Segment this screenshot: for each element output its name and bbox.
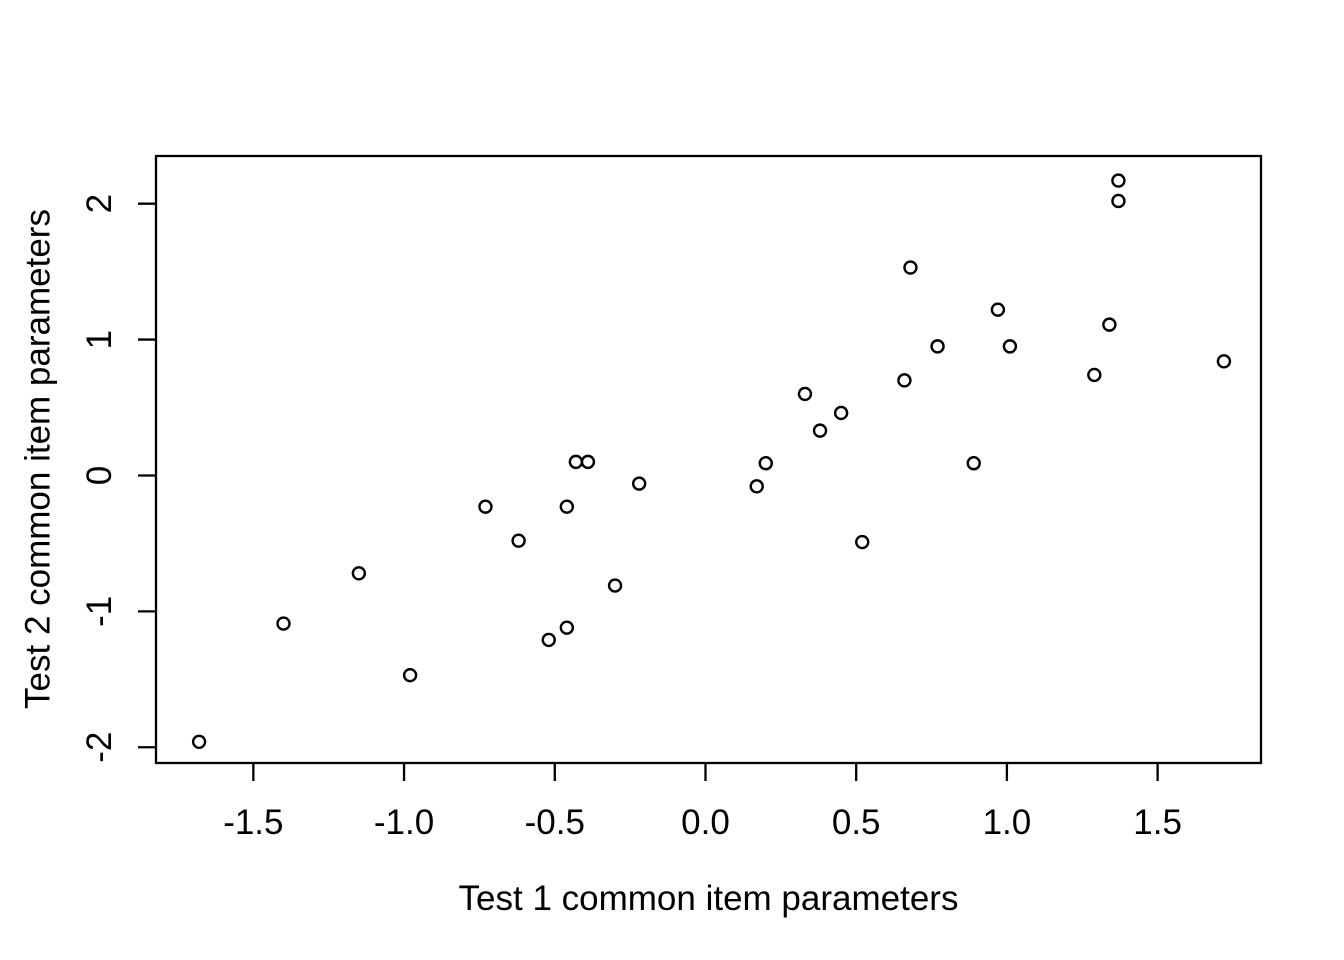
data-point — [191, 734, 207, 750]
data-point — [930, 339, 945, 354]
y-axis-tick-label: 1 — [80, 330, 119, 349]
data-point — [966, 456, 981, 471]
data-point — [559, 620, 575, 635]
data-point — [511, 533, 526, 548]
y-axis-tick-label: -1 — [80, 596, 119, 627]
y-axis-tick-label: 0 — [80, 466, 119, 485]
data-point — [903, 260, 918, 275]
data-point — [897, 373, 912, 388]
data-point — [1111, 173, 1126, 188]
data-point — [990, 302, 1006, 317]
data-point — [797, 386, 813, 402]
data-point — [758, 456, 773, 471]
data-point — [559, 499, 575, 514]
x-axis-tick-label: 1.5 — [1133, 803, 1182, 842]
x-axis-tick-label: 1.0 — [983, 803, 1032, 842]
data-point — [276, 616, 291, 631]
x-axis-tick-label: 0.0 — [681, 803, 730, 842]
data-point — [402, 668, 418, 683]
x-axis-tick-label: -1.0 — [374, 803, 434, 842]
y-axis-tick-label: -2 — [80, 732, 119, 763]
data-point — [833, 405, 849, 421]
y-axis-title: Test 2 common item parameters — [18, 209, 58, 709]
data-point — [351, 566, 367, 581]
data-point — [812, 423, 828, 438]
data-point — [749, 479, 764, 494]
x-axis-title: Test 1 common item parameters — [458, 879, 959, 918]
plot-box — [154, 154, 1263, 765]
x-axis-tick-label: 0.5 — [832, 803, 881, 842]
data-point — [478, 499, 493, 514]
data-point — [541, 632, 556, 648]
data-point — [1087, 367, 1102, 383]
data-point — [568, 454, 584, 470]
x-axis-tick-label: -1.5 — [223, 803, 283, 842]
data-point — [1002, 339, 1018, 354]
data-point — [1216, 354, 1232, 369]
data-point — [1111, 193, 1126, 209]
y-axis-tick-label: 2 — [80, 194, 119, 213]
data-point — [580, 454, 596, 470]
data-point — [855, 534, 870, 550]
data-point — [631, 476, 647, 491]
data-point — [1102, 317, 1117, 332]
x-axis-tick-label: -0.5 — [525, 803, 585, 842]
data-point — [607, 578, 623, 593]
